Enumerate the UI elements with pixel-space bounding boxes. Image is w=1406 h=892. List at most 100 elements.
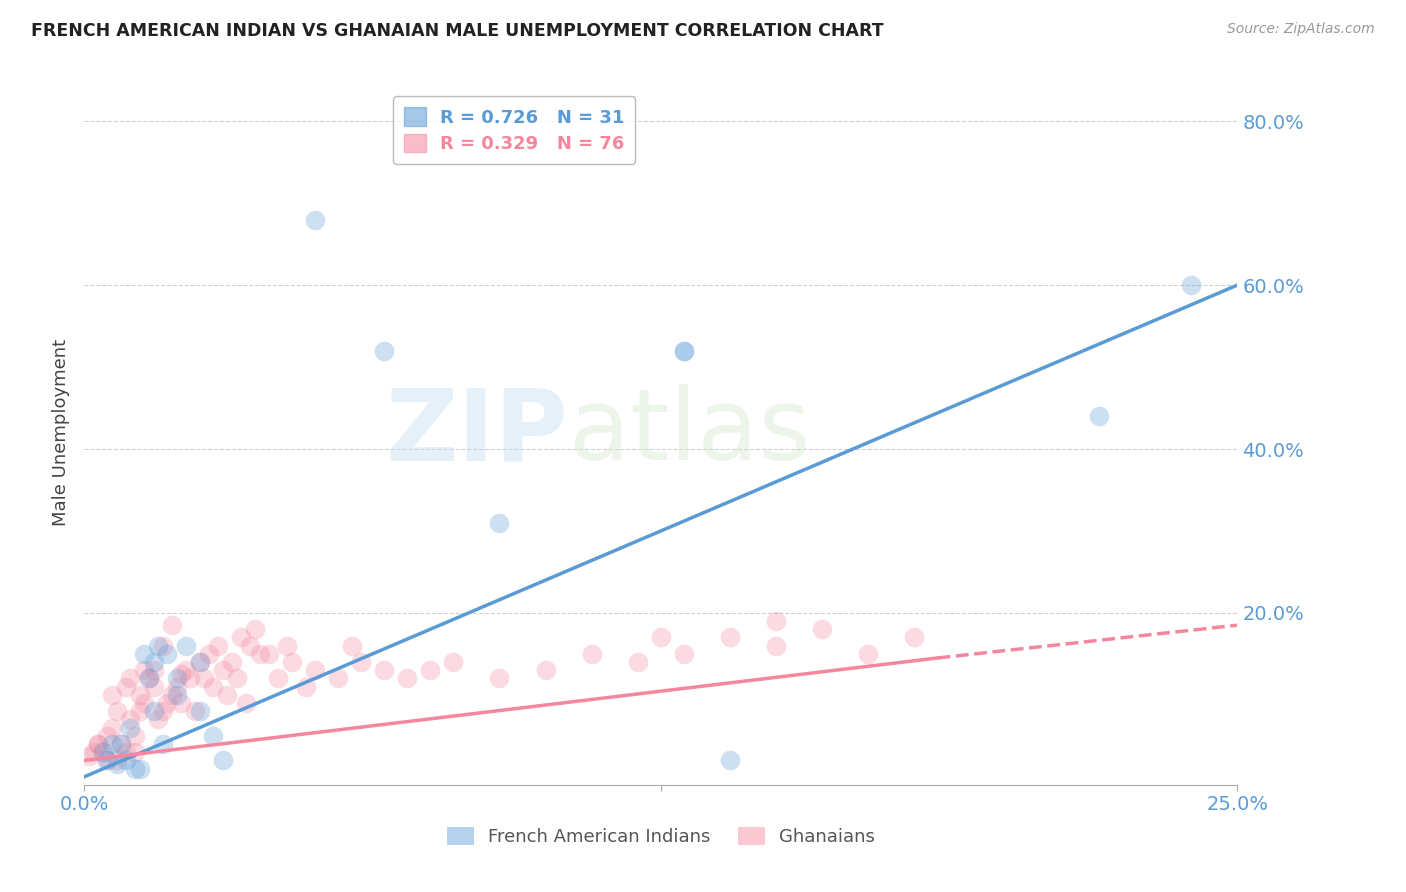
Y-axis label: Male Unemployment: Male Unemployment xyxy=(52,339,70,526)
Point xyxy=(120,713,142,727)
Point xyxy=(207,639,229,653)
Point xyxy=(96,729,118,743)
Point xyxy=(239,639,262,653)
Point xyxy=(101,688,124,702)
Point xyxy=(91,745,114,759)
Point xyxy=(304,663,326,677)
Point xyxy=(304,212,326,227)
Point xyxy=(1180,278,1202,293)
Point xyxy=(373,663,395,677)
Point xyxy=(340,639,363,653)
Point xyxy=(105,757,128,772)
Point xyxy=(765,614,787,628)
Point xyxy=(249,647,271,661)
Point xyxy=(124,729,146,743)
Point xyxy=(650,631,672,645)
Point xyxy=(718,631,741,645)
Point xyxy=(221,655,243,669)
Point xyxy=(903,631,925,645)
Point xyxy=(202,729,225,743)
Point xyxy=(174,663,197,677)
Point xyxy=(294,680,316,694)
Point xyxy=(128,762,150,776)
Point xyxy=(235,696,257,710)
Point xyxy=(534,663,557,677)
Point xyxy=(281,655,304,669)
Point xyxy=(217,688,239,702)
Point xyxy=(120,721,142,735)
Text: FRENCH AMERICAN INDIAN VS GHANAIAN MALE UNEMPLOYMENT CORRELATION CHART: FRENCH AMERICAN INDIAN VS GHANAIAN MALE … xyxy=(31,22,883,40)
Point xyxy=(765,639,787,653)
Point xyxy=(627,655,650,669)
Point xyxy=(156,696,179,710)
Point xyxy=(672,343,695,358)
Point xyxy=(858,647,880,661)
Point xyxy=(170,696,193,710)
Point xyxy=(373,343,395,358)
Point xyxy=(257,647,280,661)
Point xyxy=(101,721,124,735)
Point xyxy=(156,647,179,661)
Point xyxy=(350,655,373,669)
Point xyxy=(120,672,142,686)
Point xyxy=(184,704,207,718)
Point xyxy=(441,655,464,669)
Point xyxy=(124,762,146,776)
Point xyxy=(77,749,100,764)
Text: ZIP: ZIP xyxy=(385,384,568,481)
Point xyxy=(152,704,174,718)
Point xyxy=(672,343,695,358)
Point xyxy=(124,745,146,759)
Legend: French American Indians, Ghanaians: French American Indians, Ghanaians xyxy=(440,820,882,854)
Point xyxy=(419,663,441,677)
Point xyxy=(96,753,118,767)
Point xyxy=(488,672,510,686)
Point xyxy=(142,704,165,718)
Point xyxy=(105,704,128,718)
Point xyxy=(101,737,124,751)
Point xyxy=(142,680,165,694)
Point xyxy=(174,639,197,653)
Point xyxy=(811,622,834,636)
Point xyxy=(225,672,247,686)
Point xyxy=(146,639,169,653)
Point xyxy=(276,639,298,653)
Point xyxy=(166,688,188,702)
Point xyxy=(134,696,156,710)
Point xyxy=(152,639,174,653)
Point xyxy=(211,663,233,677)
Point xyxy=(231,631,253,645)
Point xyxy=(267,672,290,686)
Point xyxy=(91,745,114,759)
Point xyxy=(128,704,150,718)
Point xyxy=(396,672,419,686)
Point xyxy=(110,737,132,751)
Point xyxy=(134,647,156,661)
Point xyxy=(160,618,183,632)
Point xyxy=(134,663,156,677)
Point xyxy=(243,622,266,636)
Point xyxy=(87,737,110,751)
Point xyxy=(166,680,188,694)
Point xyxy=(115,753,138,767)
Text: atlas: atlas xyxy=(568,384,810,481)
Point xyxy=(326,672,349,686)
Point xyxy=(96,753,118,767)
Point xyxy=(202,680,225,694)
Point xyxy=(188,655,211,669)
Point xyxy=(146,713,169,727)
Point xyxy=(193,672,215,686)
Point xyxy=(87,737,110,751)
Point xyxy=(83,745,105,759)
Point xyxy=(488,516,510,530)
Point xyxy=(152,737,174,751)
Point xyxy=(105,753,128,767)
Point xyxy=(211,753,233,767)
Point xyxy=(166,672,188,686)
Point xyxy=(672,647,695,661)
Point xyxy=(718,753,741,767)
Point xyxy=(160,688,183,702)
Point xyxy=(188,704,211,718)
Point xyxy=(179,672,201,686)
Point xyxy=(128,688,150,702)
